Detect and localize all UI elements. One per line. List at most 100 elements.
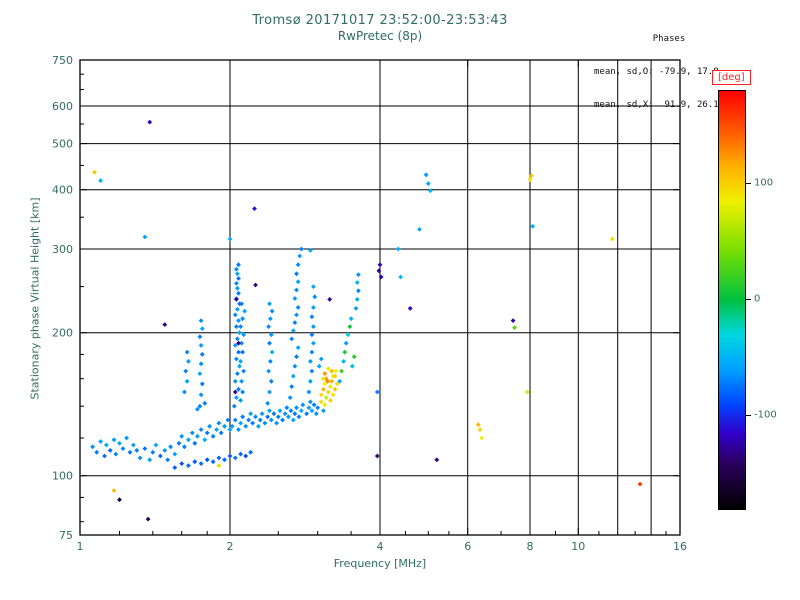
- data-point: [197, 371, 203, 376]
- colorbar: [718, 90, 746, 510]
- data-point: [308, 248, 313, 253]
- data-point: [241, 332, 246, 338]
- data-point: [120, 446, 126, 451]
- data-point: [329, 378, 335, 384]
- data-point: [428, 188, 433, 194]
- data-point: [325, 366, 331, 371]
- data-point: [142, 234, 148, 240]
- data-point: [94, 449, 100, 455]
- data-point: [218, 430, 224, 436]
- data-point: [309, 408, 315, 414]
- data-point: [240, 389, 245, 395]
- data-point: [275, 414, 281, 420]
- data-point: [374, 389, 380, 395]
- data-point: [236, 427, 241, 432]
- data-point: [294, 271, 299, 277]
- data-point: [248, 449, 253, 455]
- data-point: [343, 340, 349, 346]
- data-point: [378, 274, 384, 280]
- data-point: [243, 453, 249, 459]
- data-point: [241, 368, 246, 374]
- data-point: [192, 459, 198, 465]
- data-point: [238, 324, 243, 329]
- data-point: [327, 297, 333, 302]
- data-point: [186, 463, 191, 468]
- data-point: [356, 272, 361, 277]
- x-tick-label: 4: [377, 540, 384, 553]
- data-point: [479, 435, 485, 441]
- data-point: [318, 356, 324, 362]
- data-point: [292, 363, 298, 369]
- data-point: [292, 296, 298, 301]
- data-point: [102, 453, 107, 459]
- data-point: [198, 318, 204, 323]
- data-point: [182, 444, 187, 450]
- data-point: [236, 349, 241, 355]
- data-point: [354, 280, 360, 285]
- chart-title: Tromsø 20171017 23:52:00-23:53:43: [252, 13, 508, 28]
- data-point: [189, 430, 195, 436]
- phase-stats-x-mode: mean, sd,X: 91.9, 26.1: [594, 100, 719, 110]
- data-point: [236, 276, 241, 281]
- colorbar-unit-label: [deg]: [718, 72, 745, 83]
- data-point: [235, 271, 240, 277]
- data-point: [298, 246, 304, 252]
- y-tick-label: 100: [52, 470, 73, 483]
- data-point: [239, 378, 244, 384]
- data-point: [312, 294, 318, 300]
- data-point: [318, 392, 324, 398]
- data-point: [195, 406, 200, 412]
- y-tick-label: 200: [52, 327, 73, 340]
- data-point: [252, 206, 257, 211]
- data-point: [184, 378, 190, 384]
- data-point: [311, 284, 316, 289]
- data-point: [292, 320, 298, 325]
- data-point: [329, 368, 335, 374]
- data-point: [395, 246, 401, 252]
- data-point: [238, 398, 243, 403]
- data-point: [306, 389, 312, 395]
- data-point: [142, 446, 148, 451]
- data-point: [232, 389, 238, 395]
- data-point: [282, 411, 288, 417]
- data-point: [227, 453, 233, 459]
- data-point: [268, 378, 274, 384]
- x-tick-label: 6: [464, 540, 471, 553]
- data-point: [528, 173, 534, 179]
- data-point: [300, 402, 306, 408]
- data-point: [216, 455, 222, 461]
- data-point: [294, 312, 299, 318]
- data-point: [232, 455, 238, 461]
- data-point: [179, 433, 185, 439]
- data-point: [315, 405, 321, 411]
- data-point: [216, 463, 222, 468]
- data-point: [309, 368, 315, 374]
- data-point: [250, 420, 255, 426]
- data-point: [322, 371, 328, 376]
- data-point: [290, 328, 296, 333]
- y-tick-label: 75: [59, 529, 73, 542]
- data-point: [113, 451, 119, 457]
- data-point: [510, 318, 516, 323]
- data-point: [134, 448, 140, 453]
- data-point: [234, 395, 239, 400]
- data-point: [328, 398, 333, 403]
- data-point: [267, 301, 272, 307]
- data-point: [345, 332, 351, 338]
- data-point: [257, 417, 263, 423]
- data-point: [284, 405, 290, 411]
- data-point: [234, 281, 239, 286]
- data-point: [309, 332, 315, 338]
- data-point: [198, 392, 204, 398]
- data-point: [198, 427, 204, 432]
- data-point: [183, 368, 189, 374]
- colorbar-tick: [746, 415, 751, 416]
- data-point: [234, 324, 239, 329]
- data-point: [290, 417, 296, 423]
- data-point: [321, 408, 326, 414]
- data-point: [295, 279, 301, 285]
- x-tick-label: 2: [227, 540, 234, 553]
- data-point: [262, 420, 268, 426]
- data-point: [325, 389, 331, 395]
